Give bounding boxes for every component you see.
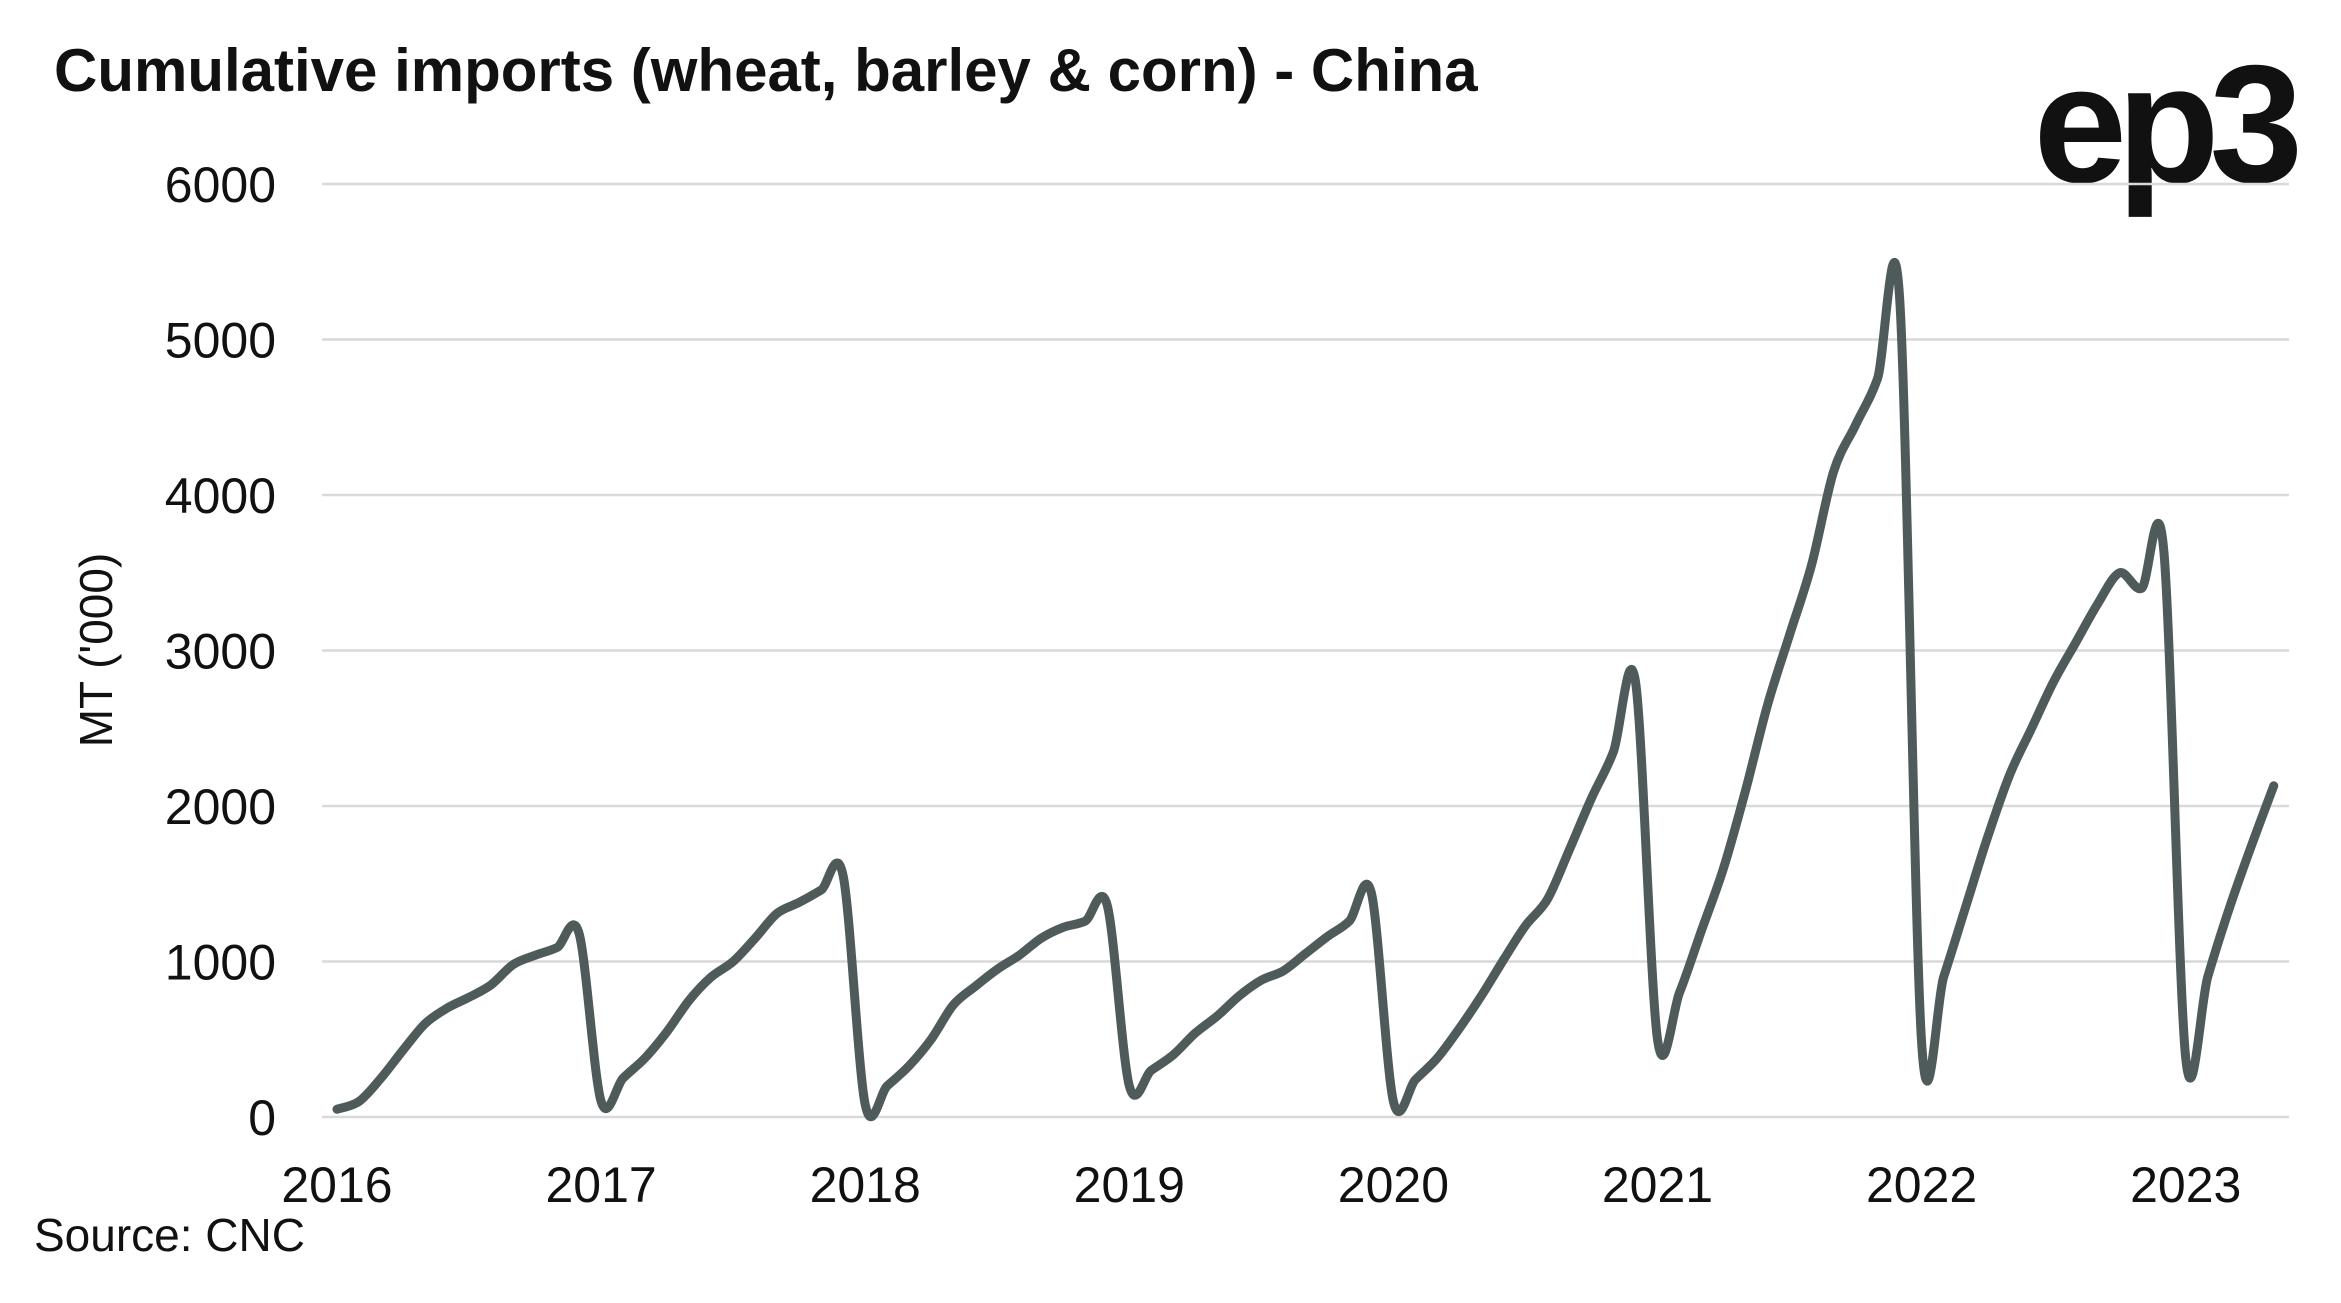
y-tick-label: 4000 [165, 468, 276, 524]
y-tick-label: 5000 [165, 313, 276, 369]
y-tick-label: 6000 [165, 157, 276, 213]
x-tick-label: 2017 [545, 1157, 656, 1213]
x-tick-label: 2022 [1866, 1157, 1977, 1213]
y-tick-label: 2000 [165, 779, 276, 835]
x-tick-label: 2019 [1074, 1157, 1185, 1213]
source-note: Source: CNC [34, 1209, 305, 1261]
series-line [332, 258, 2279, 1122]
y-axis-label: MT ('000) [70, 553, 122, 748]
x-tick-label: 2020 [1338, 1157, 1449, 1213]
y-tick-label: 0 [248, 1090, 276, 1146]
x-tick-label: 2016 [281, 1157, 392, 1213]
chart-title: Cumulative imports (wheat, barley & corn… [54, 37, 1478, 104]
y-tick-label: 3000 [165, 624, 276, 680]
y-tick-label: 1000 [165, 935, 276, 991]
ep3-logo: ep3 [2033, 30, 2303, 218]
x-tick-label: 2018 [810, 1157, 921, 1213]
x-tick-label: 2021 [1602, 1157, 1713, 1213]
x-tick-label: 2023 [2130, 1157, 2241, 1213]
